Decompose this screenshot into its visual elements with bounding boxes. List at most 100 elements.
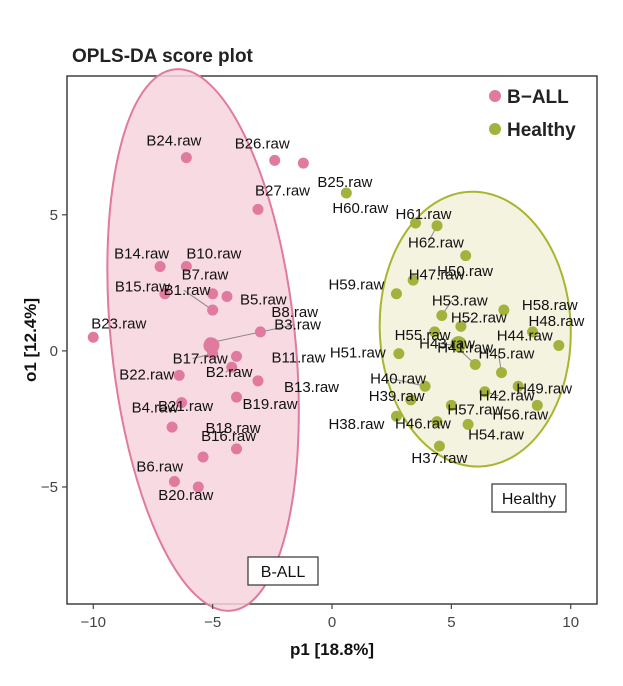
point-label: B3.raw	[274, 317, 321, 334]
x-tick-label: 10	[562, 614, 579, 631]
data-point-b-all	[207, 288, 219, 300]
point-label: H42.raw	[479, 388, 535, 405]
data-point-healthy	[553, 339, 565, 351]
data-point-b-all	[226, 361, 238, 373]
data-point-b-all	[168, 476, 180, 488]
data-point-healthy	[433, 440, 445, 452]
legend: B−ALL Healthy	[489, 87, 576, 141]
data-point-cluster-b-all	[203, 337, 220, 354]
point-label: H62.raw	[408, 235, 464, 252]
confidence-ellipse-b-all	[106, 68, 300, 612]
data-point-healthy	[455, 320, 467, 332]
point-label: B24.raw	[146, 133, 201, 150]
data-point-healthy	[469, 358, 481, 370]
data-point-healthy	[512, 380, 524, 392]
point-label: B10.raw	[186, 246, 241, 263]
group-box-label-healthy: Healthy	[502, 491, 556, 508]
point-labels: B24.raw B26.raw B25.raw B27.raw B14.raw B10.r…	[91, 133, 584, 504]
point-label: B23.raw	[91, 315, 146, 332]
label-connector	[210, 324, 295, 344]
data-point-healthy	[429, 326, 441, 338]
x-axis: −10 −5 0 5 10	[81, 604, 579, 631]
data-point-b-all	[176, 397, 188, 409]
point-label: H53.raw	[432, 293, 488, 310]
data-point-healthy	[431, 220, 443, 232]
point-label: H40.raw	[370, 370, 426, 387]
point-label: H46.raw	[395, 416, 451, 433]
x-tick-label: −5	[204, 614, 221, 631]
data-point-healthy	[405, 394, 417, 406]
data-point-healthy	[340, 187, 352, 199]
point-label: H39.raw	[369, 388, 425, 405]
point-label: H55.raw	[395, 327, 451, 344]
point-label: H59.raw	[328, 277, 384, 294]
data-point-b-all	[254, 326, 266, 338]
point-label: B7.raw	[182, 267, 229, 284]
point-label: H50.raw	[437, 263, 493, 280]
point-label: H43.raw	[419, 335, 475, 352]
data-point-healthy	[531, 399, 543, 411]
point-label: B20.raw	[158, 487, 213, 504]
label-connector	[183, 289, 213, 311]
data-point-healthy	[462, 418, 474, 430]
point-label: B5.raw	[240, 291, 287, 308]
point-label: H57.raw	[447, 401, 503, 418]
x-tick-label: −10	[81, 614, 106, 631]
group-box-label-b-all: B-ALL	[261, 564, 306, 581]
data-point-b-all	[159, 288, 171, 300]
point-label: B17.raw	[173, 351, 228, 368]
data-point-healthy	[527, 326, 539, 338]
y-tick-label: 0	[50, 343, 58, 360]
data-point-healthy	[498, 304, 510, 316]
point-label: H49.raw	[516, 380, 572, 397]
data-point-cluster-healthy	[450, 336, 467, 353]
point-label: H47.raw	[409, 267, 465, 284]
point-label: B8.raw	[271, 304, 318, 321]
group-box-b-all	[247, 556, 319, 586]
y-axis-label: o1 [12.4%]	[21, 298, 40, 382]
point-label: H51.raw	[330, 345, 386, 362]
point-label: H56.raw	[492, 406, 548, 423]
legend-marker-healthy	[489, 123, 501, 135]
data-point-b-all	[207, 304, 219, 316]
data-point-healthy	[460, 250, 472, 262]
data-point-b-all	[231, 391, 243, 403]
data-point-b-all	[180, 152, 192, 164]
group-box-healthy	[491, 483, 567, 513]
data-point-b-all	[297, 157, 309, 169]
data-point-healthy	[419, 380, 431, 392]
data-point-healthy	[390, 288, 402, 300]
legend-label-b-all: B−ALL	[507, 87, 569, 108]
point-label: B13.raw	[284, 379, 339, 396]
data-point-b-all	[231, 350, 243, 362]
data-point-b-all	[154, 261, 166, 273]
legend-marker-b-all	[489, 90, 501, 102]
point-label: H45.raw	[479, 346, 535, 363]
point-label: H61.raw	[396, 206, 452, 223]
point-label: H37.raw	[411, 450, 467, 467]
point-label: B11.raw	[272, 349, 326, 366]
point-label: H54.raw	[468, 426, 524, 443]
point-label: H60.raw	[332, 200, 388, 217]
data-point-healthy	[496, 367, 508, 379]
data-point-healthy	[393, 348, 405, 360]
point-label: H41.raw	[437, 339, 493, 356]
y-axis: −5 0 5	[41, 207, 67, 496]
data-point-b-all	[180, 261, 192, 273]
point-label: H52.raw	[451, 309, 507, 326]
point-label: B14.raw	[114, 246, 169, 263]
point-label: B1.raw	[164, 282, 211, 299]
point-label: B27.raw	[255, 182, 310, 199]
point-label: B16.raw	[201, 428, 256, 445]
data-point-healthy	[407, 274, 419, 286]
data-point-b-all	[197, 451, 209, 463]
data-point-b-all	[192, 481, 204, 493]
data-point-b-all	[231, 443, 243, 455]
data-point-healthy	[436, 310, 448, 322]
data-point-healthy	[390, 410, 402, 422]
point-label: B21.raw	[158, 398, 213, 415]
data-point-healthy	[445, 399, 457, 411]
data-point-b-all	[173, 369, 185, 381]
point-label: H38.raw	[328, 416, 384, 433]
